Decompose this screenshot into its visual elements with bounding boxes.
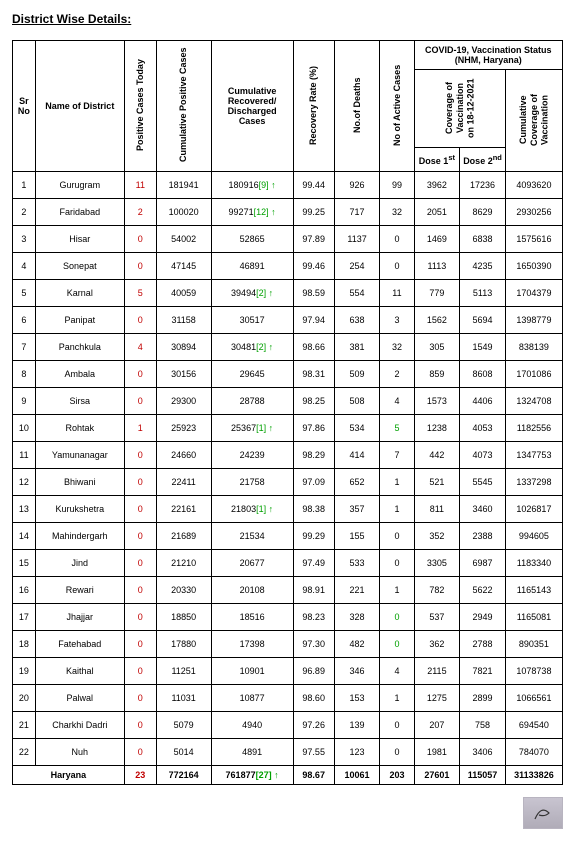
table-row: 19Kaithal0112511090196.89346421157821107… xyxy=(13,658,563,685)
col-dose1: Dose 1st xyxy=(414,148,460,172)
col-dose2: Dose 2nd xyxy=(460,148,506,172)
table-row: 7Panchkula43089430481[2] ↑98.66381323051… xyxy=(13,334,563,361)
col-district: Name of District xyxy=(35,41,124,172)
district-table: Sr No Name of District Positive Cases To… xyxy=(12,40,563,785)
table-row: 5Karnal54005939494[2] ↑98.59554117795113… xyxy=(13,280,563,307)
table-row: 20Palwal0110311087798.601531127528991066… xyxy=(13,685,563,712)
table-row: 1Gurugram11181941180916[9] ↑99.449269939… xyxy=(13,172,563,199)
table-row: 18Fatehabad0178801739897.304820362278889… xyxy=(13,631,563,658)
table-row: 21Charkhi Dadri05079494097.2613902077586… xyxy=(13,712,563,739)
table-row: 4Sonepat0471454689199.462540111342351650… xyxy=(13,253,563,280)
col-active: No of Active Cases xyxy=(380,41,414,172)
col-deaths: No.of Deaths xyxy=(334,41,380,172)
table-row: 15Jind0212102067797.49533033056987118334… xyxy=(13,550,563,577)
table-row: 13Kurukshetra02216121803[1] ↑98.38357181… xyxy=(13,496,563,523)
table-row: 14Mahindergarh0216892153499.291550352238… xyxy=(13,523,563,550)
col-cum-pos: Cumulative Positive Cases xyxy=(156,41,211,172)
col-vacc-cov: Coverage of Vaccination on 18-12-2021 xyxy=(414,70,505,148)
table-row: 2Faridabad210002099271[12] ↑99.257173220… xyxy=(13,199,563,226)
signature-box xyxy=(523,797,563,829)
table-row: 10Rohtak12592325367[1] ↑97.8653451238405… xyxy=(13,415,563,442)
table-row: 9Sirsa0293002878898.25508415734406132470… xyxy=(13,388,563,415)
col-vacc-top: COVID-19, Vaccination Status (NHM, Harya… xyxy=(414,41,562,70)
table-row: 17Jhajjar0188501851698.23328053729491165… xyxy=(13,604,563,631)
total-row: Haryana 23 772164 761877[27] ↑ 98.67 100… xyxy=(13,766,563,785)
table-row: 16Rewari0203302010898.912211782562211651… xyxy=(13,577,563,604)
table-row: 8Ambala0301562964598.3150928598608170108… xyxy=(13,361,563,388)
col-rec-rate: Recovery Rate (%) xyxy=(293,41,334,172)
page-title: District Wise Details: xyxy=(12,12,563,26)
col-cum-rec: Cumulative Recovered/ Discharged Cases xyxy=(211,41,293,172)
col-pos-today: Positive Cases Today xyxy=(124,41,156,172)
table-row: 11Yamunanagar0246602423998.2941474424073… xyxy=(13,442,563,469)
table-row: 6Panipat0311583051797.946383156256941398… xyxy=(13,307,563,334)
table-row: 12Bhiwani0224112175897.09652152155451337… xyxy=(13,469,563,496)
table-row: 22Nuh05014489197.55123019813406784070 xyxy=(13,739,563,766)
table-row: 3Hisar0540025286597.89113701469683815756… xyxy=(13,226,563,253)
col-sr: Sr No xyxy=(13,41,36,172)
col-cum-vacc: Cumulative Coverage of Vaccination xyxy=(505,70,562,172)
